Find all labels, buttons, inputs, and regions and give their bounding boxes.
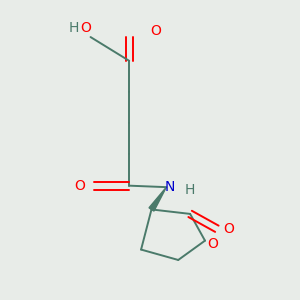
Text: H: H [69, 21, 80, 35]
Text: O: O [223, 222, 234, 236]
Text: O: O [207, 237, 218, 250]
Text: O: O [81, 21, 92, 35]
Text: N: N [164, 180, 175, 194]
Text: H: H [185, 183, 195, 197]
Text: O: O [75, 179, 86, 193]
Text: O: O [151, 24, 161, 38]
Polygon shape [149, 187, 166, 211]
